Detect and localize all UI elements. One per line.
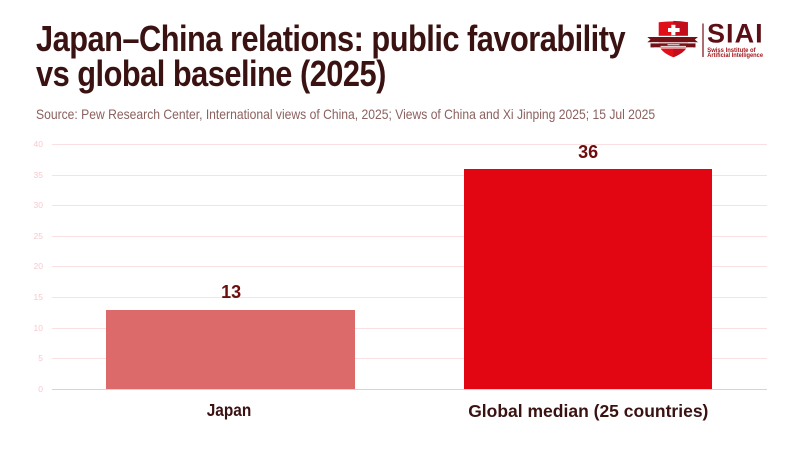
svg-text:SIAI: SIAI: [707, 19, 763, 49]
svg-text:Swiss Institute of: Swiss Institute of: [707, 47, 756, 54]
svg-text:Artificial Intelligence: Artificial Intelligence: [707, 52, 763, 59]
